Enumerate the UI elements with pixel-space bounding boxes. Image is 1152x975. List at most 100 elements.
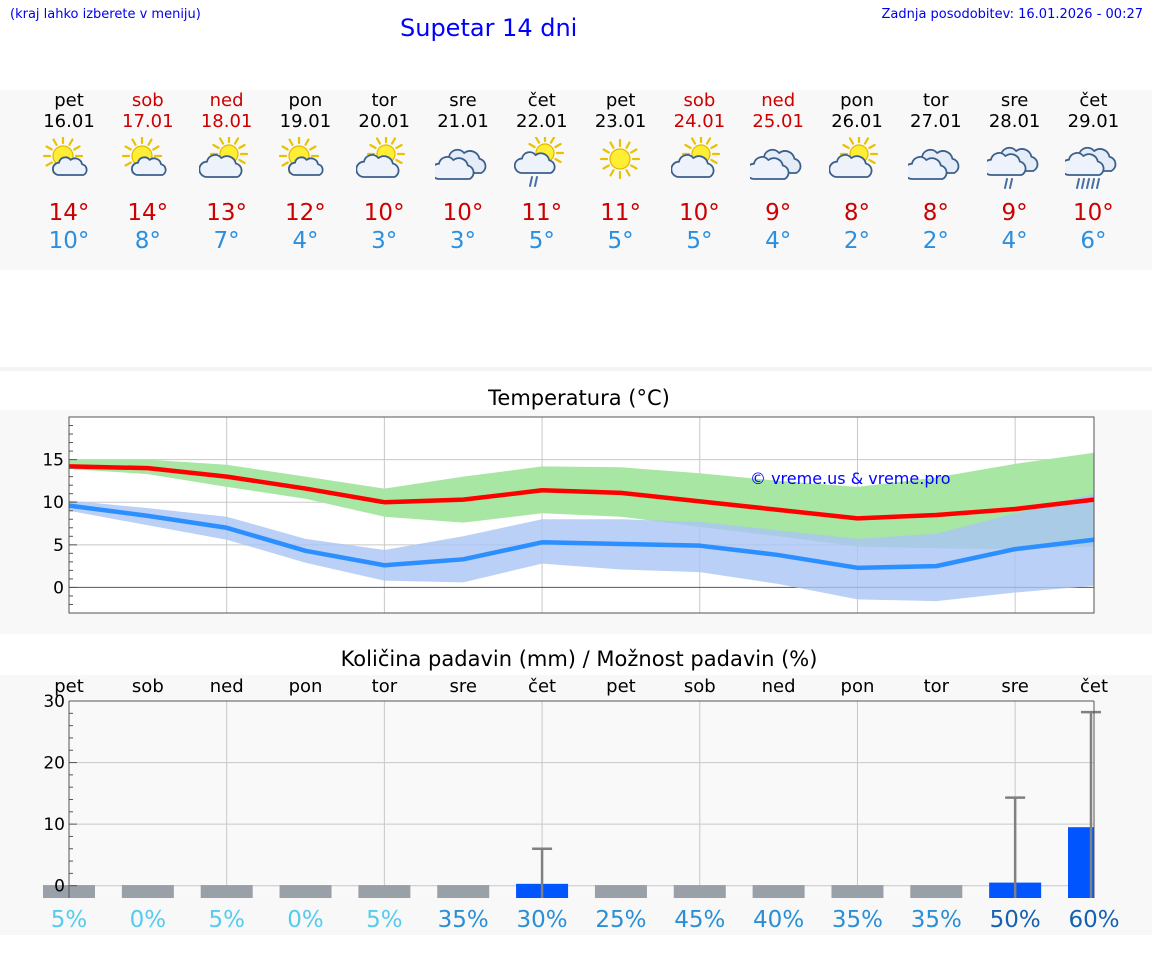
plot-area (69, 701, 1094, 898)
day-date: 25.01 (752, 111, 804, 132)
day-max-temp: 11° (600, 200, 641, 226)
day-forecast: sob 24.01 10° 5° (659, 90, 739, 255)
precip-probability: 60% (1068, 907, 1119, 933)
day-forecast: sob 17.01 14° 8° (108, 90, 188, 255)
precip-probability: 35% (438, 907, 489, 933)
day-date: 26.01 (831, 111, 883, 132)
day-date: 18.01 (200, 111, 253, 132)
day-min-temp: 8° (134, 228, 161, 254)
day-max-temp: 14° (127, 200, 169, 226)
category-label: pon (289, 676, 323, 697)
day-min-temp: 3° (371, 228, 398, 254)
min-temp-range-band (69, 493, 1094, 602)
day-forecast: čet 29.01 10° 6° (1053, 90, 1133, 255)
day-min-temp: 2° (922, 228, 949, 254)
sun-icon (599, 138, 640, 180)
category-label: sob (684, 676, 716, 697)
separator (0, 367, 1152, 371)
precip-bar (437, 885, 490, 898)
precip-probability: 40% (753, 907, 804, 933)
category-label: tor (924, 676, 950, 697)
day-date: 21.01 (437, 111, 489, 132)
precip-bar (279, 885, 332, 898)
day-forecast: pon 19.01 12° 4° (265, 90, 345, 255)
cloudy-icon (907, 148, 960, 180)
day-forecast: pet 16.01 14° 10° (29, 90, 109, 255)
day-name: sre (449, 90, 477, 111)
category-label: tor (372, 676, 398, 697)
sun-cloud-icon (279, 137, 324, 177)
day-max-temp: 8° (843, 200, 871, 226)
daily-forecast-strip: pet 16.01 14° 10° sob 17.01 14° 8° ned 18.01 13° 7°… (0, 90, 1152, 270)
day-max-temp: 10° (679, 200, 720, 226)
day-name: sre (1000, 90, 1029, 111)
y-tick-label: 0 (53, 578, 64, 598)
precip-probability: 0% (287, 907, 324, 933)
precip-bar (1068, 827, 1094, 898)
watermark-text: © vreme.us & vreme.pro (750, 469, 951, 488)
day-date: 23.01 (594, 111, 647, 132)
day-forecast: sre 28.01 9° 4° (975, 90, 1055, 255)
day-name: čet (527, 90, 556, 111)
day-name: pon (840, 90, 874, 111)
day-min-temp: 4° (765, 228, 792, 254)
temperature-chart: 0 5 10 15 © vreme.us & vreme.pro (42, 416, 1095, 614)
day-max-temp: 13° (206, 200, 247, 226)
sun-cloud-large-icon (829, 137, 879, 178)
sun-cloud-icon (42, 137, 88, 177)
day-forecast: ned 18.01 13° 7° (187, 90, 267, 255)
day-name: pet (605, 90, 636, 111)
day-name: sob (131, 90, 164, 111)
sun-cloud-large-icon (356, 137, 406, 178)
category-label: pet (606, 676, 636, 697)
day-max-temp: 10° (1073, 200, 1114, 226)
y-tick-label: 5 (53, 536, 64, 556)
day-max-temp: 14° (48, 200, 90, 226)
day-name: čet (1079, 90, 1108, 111)
day-date: 19.01 (279, 111, 332, 132)
y-tick-label: 15 (42, 451, 64, 471)
day-min-temp: 6° (1080, 228, 1107, 254)
precip-probability: 25% (595, 907, 646, 933)
sun-cloud-icon (121, 137, 167, 177)
day-date: 28.01 (988, 111, 1041, 132)
precipitation-chart-title: Količina padavin (mm) / Možnost padavin … (340, 647, 818, 671)
last-update: Zadnja posodobitev: 16.01.2026 - 00:27 (881, 7, 1143, 22)
day-min-temp: 5° (528, 228, 555, 254)
sun-cloud-large-icon (671, 137, 721, 178)
day-min-temp: 4° (292, 228, 319, 254)
day-max-temp: 10° (363, 200, 405, 226)
sun-cloud-rain-icon (513, 137, 564, 187)
day-forecast: čet 22.01 11° 5° (502, 90, 582, 255)
day-forecast: ned 25.01 9° 4° (738, 90, 818, 255)
day-date: 20.01 (358, 111, 410, 132)
temperature-chart-title: Temperatura (°C) (488, 386, 670, 410)
max-temp-line (68, 464, 1095, 521)
day-min-temp: 2° (843, 228, 871, 254)
day-min-temp: 5° (686, 228, 713, 254)
day-name: tor (371, 90, 397, 111)
day-max-temp: 9° (765, 200, 792, 226)
day-date: 17.01 (122, 111, 174, 132)
y-tick-label: 10 (42, 493, 64, 513)
category-label: čet (1080, 676, 1108, 697)
precip-probability: 45% (674, 907, 725, 933)
precip-probability: 30% (517, 907, 568, 933)
day-name: sob (683, 90, 716, 111)
precip-bar (200, 885, 253, 898)
day-max-temp: 9° (1001, 200, 1028, 226)
category-label: sre (449, 676, 476, 697)
precip-bar (910, 885, 963, 898)
precip-bar (673, 885, 726, 898)
cloudy-icon (435, 148, 487, 180)
day-min-temp: 4° (1001, 228, 1028, 254)
day-max-temp: 10° (442, 200, 484, 226)
day-min-temp: 7° (213, 228, 240, 254)
y-tick-label: 10 (43, 815, 65, 835)
day-date: 24.01 (673, 111, 726, 132)
day-max-temp: 12° (285, 200, 326, 226)
category-label: pon (841, 676, 875, 697)
plot-frame (68, 416, 1095, 614)
day-forecast: tor 27.01 8° 2° (896, 90, 976, 255)
